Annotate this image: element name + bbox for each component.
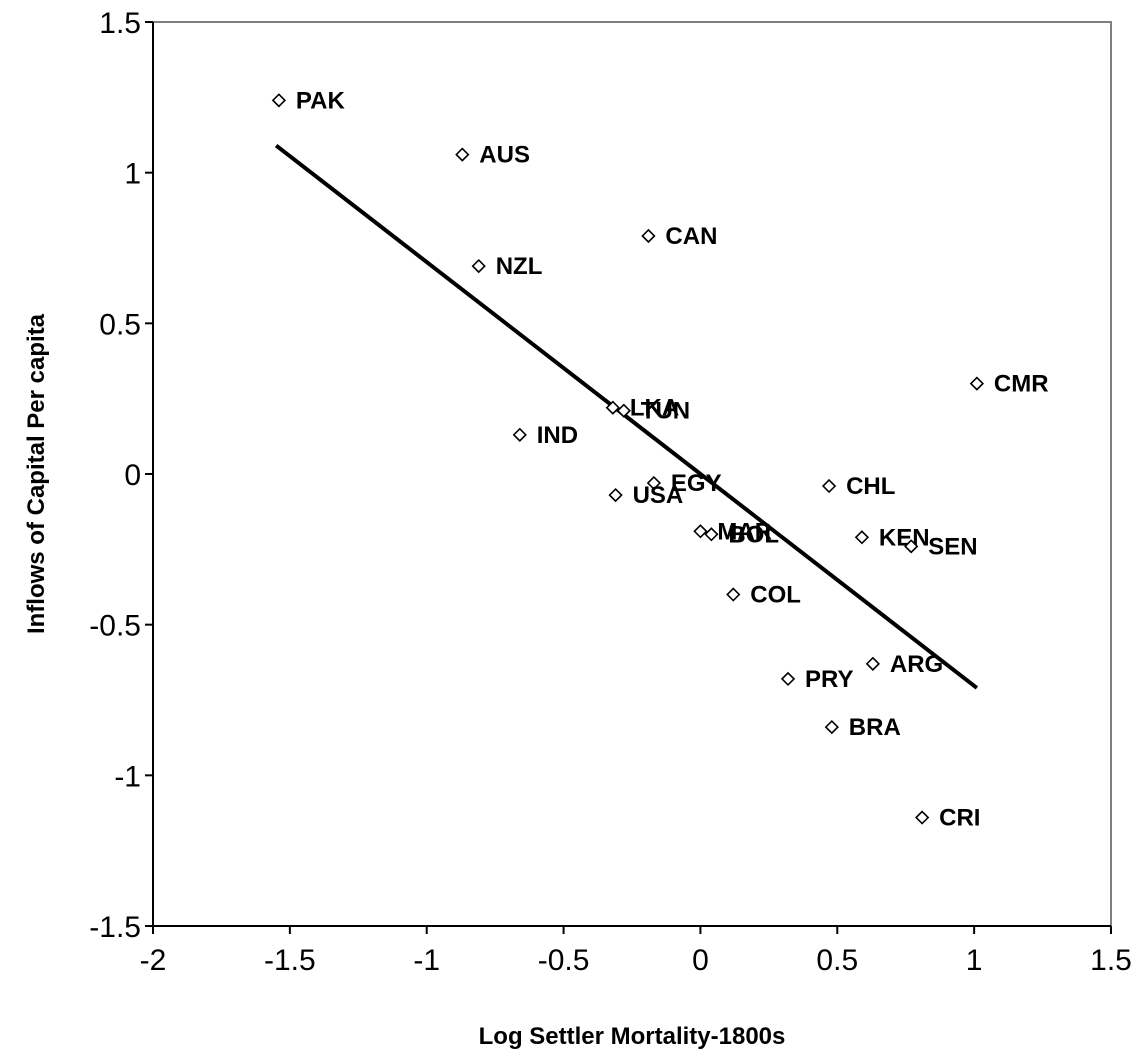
data-point-lka: [605, 400, 620, 415]
data-label-bra: BRA: [849, 714, 901, 741]
data-label-can: CAN: [665, 223, 717, 250]
axes: -1.5-1-0.500.511.5-2 -1.5 -1 -0.5 0 0.5 1 1.5: [89, 7, 1132, 977]
x-tick-label: 1: [966, 944, 983, 977]
data-point-aus: [455, 147, 470, 162]
data-point-col: [726, 587, 741, 602]
y-tick-label: 0: [124, 459, 141, 492]
y-tick-label: 1: [124, 158, 141, 191]
data-point-bol: [704, 527, 719, 542]
data-point-chl: [821, 478, 837, 494]
x-tick-label: 1.5: [1090, 944, 1132, 977]
data-label-mar: MAR: [717, 518, 772, 545]
data-point-pak: [271, 93, 287, 108]
data-label-tun: TUN: [641, 398, 690, 425]
data-label-sen: SEN: [928, 533, 977, 560]
data-point-pry: [780, 671, 796, 687]
data-label-col: COL: [750, 582, 801, 609]
data-point-cri: [915, 810, 930, 825]
data-label-cmr: CMR: [994, 371, 1049, 398]
data-label-arg: ARG: [890, 651, 943, 678]
trend-line: [274, 143, 979, 690]
data-point-can: [641, 228, 656, 244]
x-tick-label: -0.5: [538, 944, 590, 977]
data-label-ind: IND: [537, 422, 578, 449]
y-axis-title: Inflows of Capital Per capita: [23, 313, 50, 634]
x-tick-label: -2: [140, 944, 167, 977]
x-tick-label: -1.5: [264, 944, 316, 977]
y-tick-label: 0.5: [99, 308, 141, 341]
x-tick-label: -1: [413, 944, 440, 977]
data-point-sen: [904, 539, 919, 554]
y-tick-label: -0.5: [89, 610, 141, 643]
y-tick-label: -1.5: [89, 911, 141, 944]
data-label-aus: AUS: [479, 142, 530, 169]
data-label-usa: USA: [633, 482, 684, 509]
data-point-tun: [616, 403, 631, 418]
data-point-bra: [824, 719, 839, 735]
data-point-nzl: [471, 258, 486, 274]
data-label-ken: KEN: [879, 524, 930, 551]
data-label-cri: CRI: [939, 805, 980, 832]
data-point-cmr: [969, 376, 985, 391]
data-label-lka: LKA: [630, 395, 679, 422]
trendline-group: [274, 143, 979, 690]
x-tick-label: 0: [692, 944, 709, 977]
data-point-arg: [865, 656, 880, 671]
y-tick-label: -1: [114, 760, 141, 793]
x-tick-label: 0.5: [816, 944, 858, 977]
data-point-mar: [693, 524, 708, 539]
data-label-bol: BOL: [728, 521, 779, 548]
x-axis-title: Log Settler Mortality-1800s: [479, 1023, 786, 1050]
data-point-ken: [854, 530, 870, 545]
data-label-egy: EGY: [671, 470, 722, 497]
data-label-pak: PAK: [296, 87, 346, 114]
data-point-egy: [646, 475, 662, 491]
data-point-usa: [608, 487, 623, 503]
plot-area-border: [152, 21, 1112, 927]
y-tick-label: 1.5: [99, 7, 141, 40]
data-point-ind: [512, 427, 527, 442]
data-label-chl: CHL: [846, 473, 895, 500]
data-label-nzl: NZL: [496, 253, 543, 280]
data-label-pry: PRY: [805, 666, 853, 693]
